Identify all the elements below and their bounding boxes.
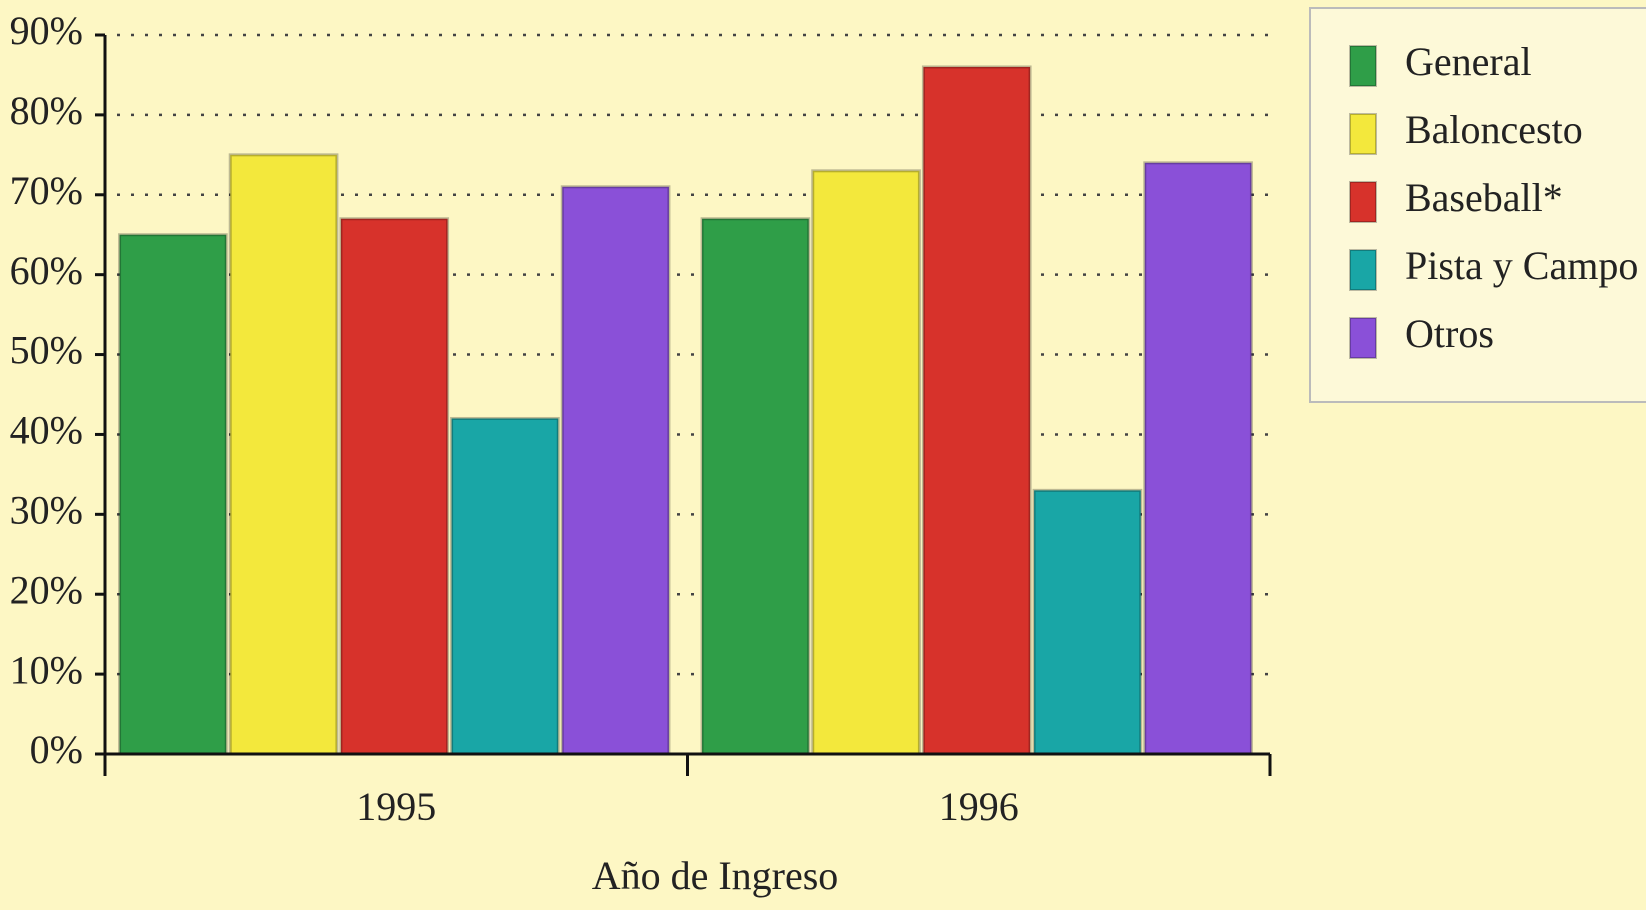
bar	[1032, 488, 1143, 756]
legend-swatch	[1349, 113, 1377, 155]
bar	[339, 217, 450, 756]
x-tick-label: 1996	[939, 784, 1019, 829]
bar	[921, 65, 1032, 756]
bar	[118, 233, 228, 756]
legend-swatch	[1349, 45, 1377, 87]
bar	[700, 217, 811, 756]
y-tick-label: 20%	[10, 567, 83, 612]
legend-label: Otros	[1405, 311, 1494, 356]
bar	[450, 416, 560, 756]
y-tick-label: 70%	[10, 168, 83, 213]
legend-label: Baseball*	[1405, 175, 1563, 220]
x-axis-title: Año de Ingreso	[592, 853, 839, 898]
bar	[1143, 161, 1253, 756]
bar	[811, 169, 921, 756]
legend-swatch	[1349, 249, 1377, 291]
y-tick-label: 90%	[10, 8, 83, 53]
legend-label: Pista y Campo	[1405, 243, 1638, 288]
legend-swatch	[1349, 317, 1377, 359]
y-tick-label: 60%	[10, 248, 83, 293]
legend-label: General	[1405, 39, 1532, 84]
y-tick-label: 80%	[10, 88, 83, 133]
y-tick-label: 0%	[30, 727, 83, 772]
legend-label: Baloncesto	[1405, 107, 1583, 152]
x-tick-label: 1995	[356, 784, 436, 829]
y-tick-label: 40%	[10, 408, 83, 453]
bar	[560, 185, 671, 756]
y-tick-label: 10%	[10, 647, 83, 692]
y-tick-label: 50%	[10, 328, 83, 373]
y-tick-label: 30%	[10, 488, 83, 533]
legend-swatch	[1349, 181, 1377, 223]
bar	[228, 153, 339, 756]
